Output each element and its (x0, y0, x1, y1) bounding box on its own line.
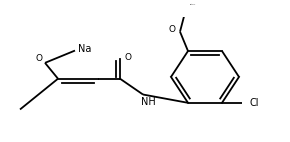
Text: Cl: Cl (249, 98, 259, 108)
Text: methoxy: methoxy (190, 4, 196, 5)
Text: O: O (35, 54, 43, 63)
Text: O: O (124, 53, 131, 62)
Text: O: O (168, 25, 175, 35)
Text: Na: Na (78, 44, 92, 54)
Text: NH: NH (141, 97, 155, 106)
